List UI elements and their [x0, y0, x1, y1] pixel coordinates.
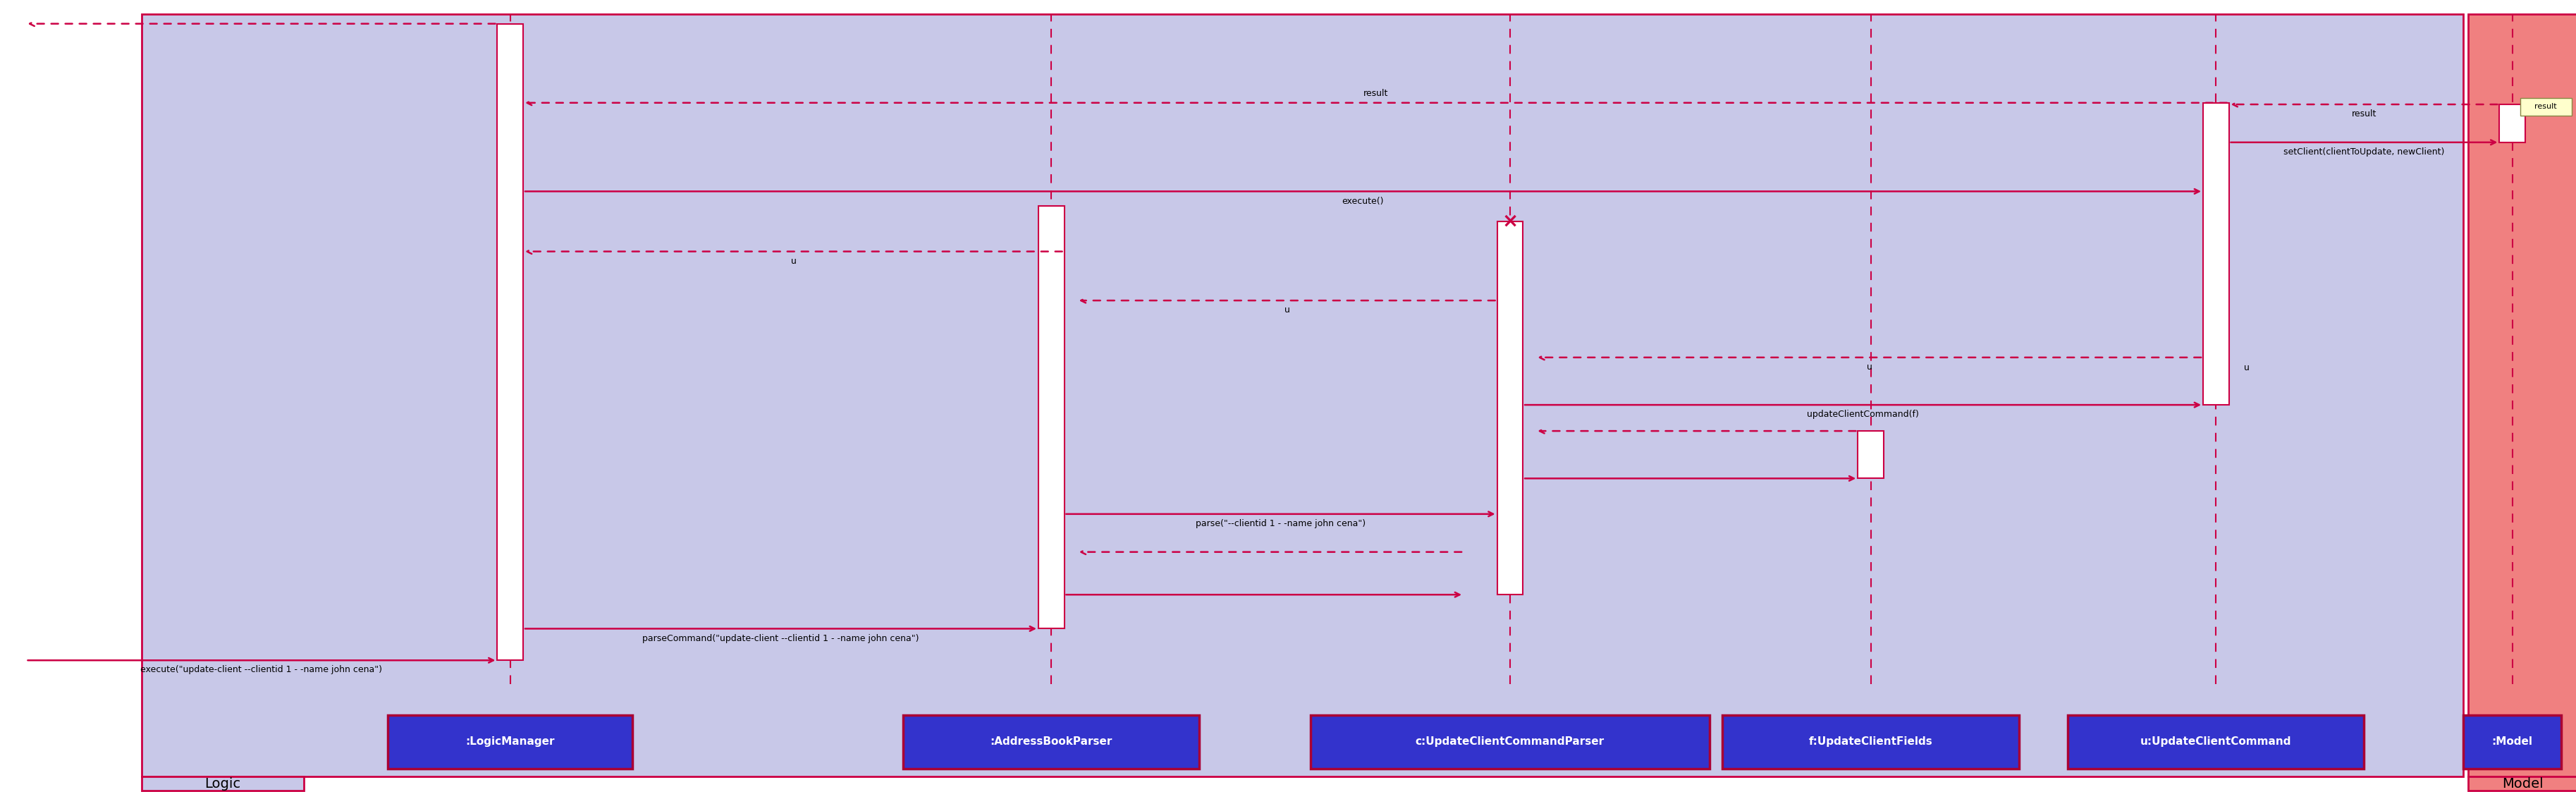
Bar — [904, 715, 1200, 769]
Text: f:UpdateClientFields: f:UpdateClientFields — [1808, 737, 1932, 747]
Text: Model: Model — [2501, 777, 2543, 790]
Text: u: u — [2244, 364, 2249, 372]
Text: parse("--clientid 1 - -name john cena"): parse("--clientid 1 - -name john cena") — [1195, 519, 1365, 528]
Text: execute("update-client --clientid 1 - -name john cena"): execute("update-client --clientid 1 - -n… — [142, 665, 381, 675]
Text: setClient(clientToUpdate, newClient): setClient(clientToUpdate, newClient) — [2282, 147, 2445, 157]
Bar — [2069, 715, 2365, 769]
Text: parseCommand("update-client --clientid 1 - -name john cena"): parseCommand("update-client --clientid 1… — [641, 634, 920, 643]
Text: Logic: Logic — [206, 777, 240, 790]
Text: u: u — [1283, 306, 1291, 314]
Bar — [2202, 103, 2228, 405]
Text: :Model: :Model — [2491, 737, 2532, 747]
Text: c:UpdateClientCommandParser: c:UpdateClientCommandParser — [1414, 737, 1605, 747]
Text: execute(): execute() — [1342, 196, 1383, 206]
Bar — [1309, 715, 1710, 769]
Text: u: u — [1865, 363, 1873, 371]
Bar — [1857, 431, 1883, 478]
Bar — [2463, 715, 2561, 769]
Bar — [389, 715, 634, 769]
Bar — [497, 24, 523, 661]
Bar — [2468, 776, 2576, 790]
Bar — [1497, 222, 1522, 595]
Text: updateClientCommand(f): updateClientCommand(f) — [1806, 410, 1919, 419]
Text: :LogicManager: :LogicManager — [466, 737, 554, 747]
Text: result: result — [2352, 109, 2375, 119]
Bar — [2499, 105, 2524, 143]
Text: :AddressBookParser: :AddressBookParser — [989, 737, 1113, 747]
Text: result: result — [2535, 103, 2555, 110]
Bar — [142, 776, 304, 790]
Text: result: result — [1363, 89, 1388, 97]
Text: u:UpdateClientCommand: u:UpdateClientCommand — [2141, 737, 2290, 747]
Text: ×: × — [1502, 211, 1517, 231]
Bar — [2468, 14, 2576, 776]
Bar — [2519, 98, 2571, 116]
Text: u: u — [791, 257, 796, 265]
Bar — [1038, 206, 1064, 629]
Bar — [1723, 715, 2020, 769]
